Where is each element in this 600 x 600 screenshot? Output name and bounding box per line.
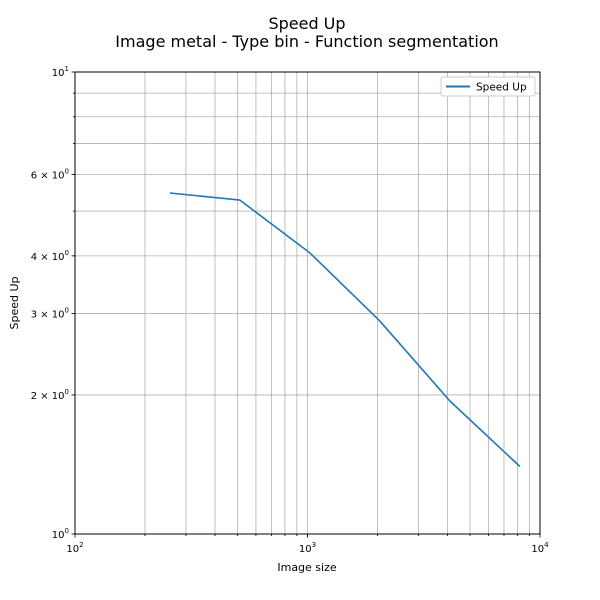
y-tick-label: 6 × 100 — [31, 167, 69, 181]
series-line-speed-up — [169, 192, 521, 468]
x-axis-label: Image size — [277, 561, 337, 574]
x-tick-label: 104 — [531, 541, 549, 555]
chart-subtitle: Image metal - Type bin - Function segmen… — [115, 32, 498, 51]
y-axis-label: Speed Up — [8, 276, 21, 329]
x-tick-label: 102 — [66, 541, 83, 555]
series-layer — [169, 192, 521, 468]
x-tick-label: 103 — [299, 541, 316, 555]
y-tick-label: 4 × 100 — [31, 249, 69, 263]
y-tick-label: 100 — [52, 527, 69, 541]
grid — [75, 72, 540, 534]
legend-box — [440, 76, 536, 97]
y-tick-label: 3 × 100 — [31, 307, 69, 321]
chart-title: Speed Up — [268, 14, 345, 33]
legend: Speed Up — [440, 76, 536, 97]
ticks: 102 103 104 100 2 × 100 3 × 100 4 × 100 6 × 100… — [31, 65, 549, 555]
y-tick-label: 2 × 100 — [31, 388, 69, 402]
y-tick-label: 101 — [52, 65, 69, 79]
legend-label-speed-up: Speed Up — [476, 82, 527, 94]
